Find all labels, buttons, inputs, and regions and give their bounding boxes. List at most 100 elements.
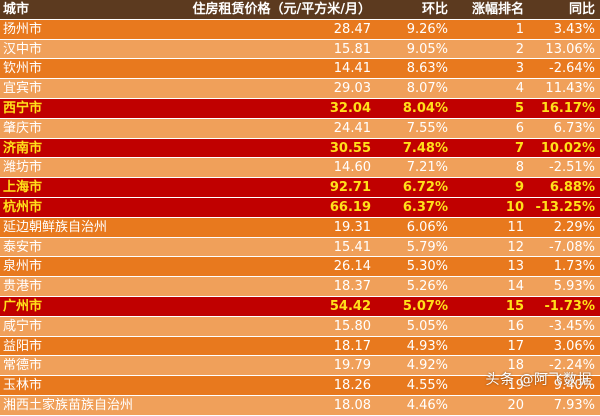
cell-yoy: 3.43% <box>553 21 595 37</box>
cell-price: 30.55 <box>329 140 371 156</box>
cell-yoy: -2.64% <box>549 61 595 77</box>
cell-city: 湘西土家族苗族自治州 <box>3 397 134 413</box>
cell-city: 扬州市 <box>3 21 43 37</box>
cell-price: 15.81 <box>333 41 371 57</box>
table-row: 钦州市 14.41 8.63% 3 -2.64% <box>0 59 600 80</box>
header-price: 住房租赁价格（元/平方米/月） <box>192 2 372 17</box>
cell-mom: 8.07% <box>406 81 448 97</box>
cell-mom: 5.30% <box>406 259 448 275</box>
cell-rank: 7 <box>514 140 524 156</box>
cell-yoy: -1.73% <box>544 298 596 314</box>
cell-price: 18.17 <box>333 338 371 354</box>
cell-rank: 16 <box>507 318 524 334</box>
cell-rank: 13 <box>507 259 524 275</box>
cell-yoy: 16.17% <box>540 100 595 116</box>
cell-yoy: 10.02% <box>540 140 595 156</box>
cell-city: 肇庆市 <box>3 120 43 136</box>
cell-rank: 17 <box>507 338 524 354</box>
header-city: 城市 <box>3 2 30 17</box>
cell-price: 66.19 <box>329 199 371 215</box>
cell-rank: 14 <box>507 279 524 295</box>
cell-price: 26.14 <box>333 259 371 275</box>
cell-mom: 4.93% <box>406 338 448 354</box>
cell-yoy: -13.25% <box>535 199 595 215</box>
cell-city: 泰安市 <box>3 239 43 255</box>
cell-rank: 12 <box>507 239 524 255</box>
cell-rank: 20 <box>507 397 524 413</box>
watermark: 头条 @阿飞数据 <box>485 372 592 388</box>
cell-price: 24.41 <box>333 120 371 136</box>
cell-price: 19.79 <box>333 358 371 374</box>
table-row: 延边朝鲜族自治州 19.31 6.06% 11 2.29% <box>0 217 600 238</box>
cell-mom: 7.21% <box>406 160 448 176</box>
header-rank: 涨幅排名 <box>471 2 524 17</box>
cell-rank: 5 <box>514 100 524 116</box>
cell-mom: 4.55% <box>406 378 448 394</box>
cell-city: 延边朝鲜族自治州 <box>3 219 108 235</box>
table-row: 咸宁市 15.80 5.05% 16 -3.45% <box>0 316 600 337</box>
cell-city: 常德市 <box>3 358 43 374</box>
cell-rank: 18 <box>507 358 524 374</box>
cell-city: 玉林市 <box>3 378 43 394</box>
cell-yoy: 6.73% <box>553 120 595 136</box>
cell-mom: 5.07% <box>402 298 448 314</box>
cell-price: 18.26 <box>333 378 371 394</box>
table-row: 泰安市 15.41 5.79% 12 -7.08% <box>0 237 600 258</box>
cell-city: 济南市 <box>3 140 43 156</box>
cell-price: 15.41 <box>333 239 371 255</box>
cell-rank: 10 <box>505 199 524 215</box>
table-row: 扬州市 28.47 9.26% 1 3.43% <box>0 19 600 40</box>
table-row: 西宁市 32.04 8.04% 5 16.17% <box>0 98 600 119</box>
cell-mom: 9.05% <box>406 41 448 57</box>
cell-city: 汉中市 <box>3 41 43 57</box>
cell-price: 18.08 <box>333 397 371 413</box>
cell-yoy: 6.88% <box>549 180 595 196</box>
cell-mom: 8.04% <box>402 100 448 116</box>
cell-rank: 2 <box>515 41 524 57</box>
cell-yoy: -3.45% <box>549 318 595 334</box>
cell-city: 广州市 <box>3 298 43 314</box>
cell-city: 杭州市 <box>3 199 43 215</box>
table-body: 扬州市 28.47 9.26% 1 3.43% 汉中市 15.81 9.05% 2 13.06% 钦… <box>0 19 600 416</box>
cell-yoy: 7.93% <box>553 397 595 413</box>
cell-yoy: 1.73% <box>553 259 595 275</box>
table-row: 泉州市 26.14 5.30% 13 1.73% <box>0 257 600 278</box>
cell-price: 54.42 <box>329 298 371 314</box>
cell-mom: 5.79% <box>406 239 448 255</box>
table-row: 贵港市 18.37 5.26% 14 5.93% <box>0 277 600 297</box>
cell-city: 贵港市 <box>3 279 43 295</box>
cell-rank: 4 <box>515 81 524 97</box>
table-row: 益阳市 18.17 4.93% 17 3.06% <box>0 336 600 357</box>
cell-city: 咸宁市 <box>3 318 43 334</box>
table-row: 肇庆市 24.41 7.55% 6 6.73% <box>0 118 600 139</box>
table-row: 济南市 30.55 7.48% 7 10.02% <box>0 138 600 159</box>
cell-mom: 7.48% <box>402 140 448 156</box>
cell-price: 14.41 <box>333 61 371 77</box>
cell-rank: 15 <box>505 298 524 314</box>
cell-mom: 6.06% <box>406 219 448 235</box>
cell-price: 18.37 <box>333 279 371 295</box>
cell-yoy: 5.93% <box>553 279 595 295</box>
cell-mom: 6.72% <box>402 180 448 196</box>
cell-mom: 8.63% <box>406 61 448 77</box>
cell-price: 92.71 <box>329 180 371 196</box>
cell-city: 钦州市 <box>3 61 43 77</box>
cell-price: 19.31 <box>333 219 371 235</box>
cell-mom: 9.26% <box>406 21 448 37</box>
table-row: 广州市 54.42 5.07% 15 -1.73% <box>0 296 600 317</box>
cell-yoy: -2.51% <box>549 160 595 176</box>
table-header: 城市 住房租赁价格（元/平方米/月） 环比 涨幅排名 同比 <box>0 0 600 20</box>
table-row: 玉林市 18.26 4.55% 19 9.40% <box>0 376 600 396</box>
cell-mom: 5.05% <box>406 318 448 334</box>
cell-city: 益阳市 <box>3 338 43 354</box>
cell-rank: 11 <box>507 219 524 235</box>
cell-city: 上海市 <box>3 180 43 196</box>
header-mom: 环比 <box>421 2 448 17</box>
cell-yoy: 2.29% <box>553 219 595 235</box>
table-row: 常德市 19.79 4.92% 18 -2.24% <box>0 356 600 377</box>
cell-mom: 7.55% <box>406 120 448 136</box>
cell-yoy: 3.06% <box>553 338 595 354</box>
table-row: 杭州市 66.19 6.37% 10 -13.25% <box>0 197 600 218</box>
cell-price: 15.80 <box>333 318 371 334</box>
